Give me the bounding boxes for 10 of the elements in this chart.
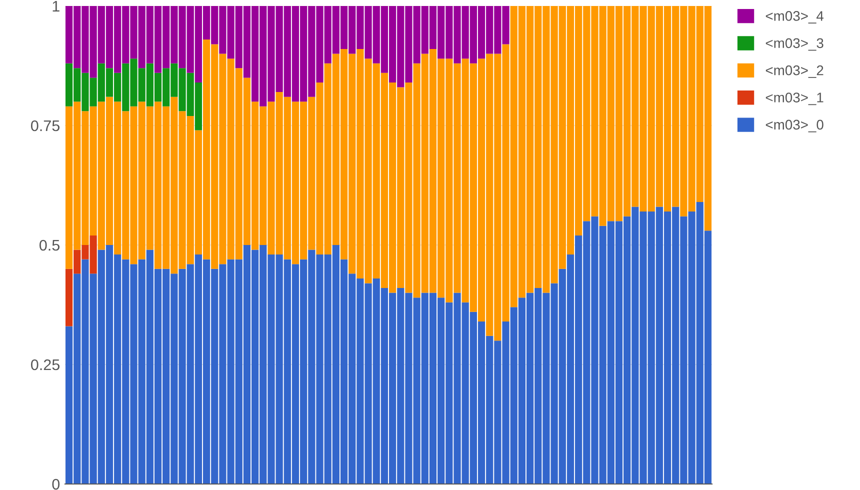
y-tick-label: 0.5 [40,240,60,251]
legend-label: <m03>_4 [766,11,824,24]
legend-label: <m03>_2 [766,65,824,78]
y-tick-label: 0.25 [31,359,60,370]
y-tick-label: 0 [52,478,60,490]
legend-label: <m03>_3 [766,38,824,51]
legend-label: <m03>_0 [766,120,824,132]
y-tick-label: 1 [52,1,60,12]
legend-label: <m03>_1 [766,92,824,106]
y-tick-label: 0.75 [31,120,60,132]
